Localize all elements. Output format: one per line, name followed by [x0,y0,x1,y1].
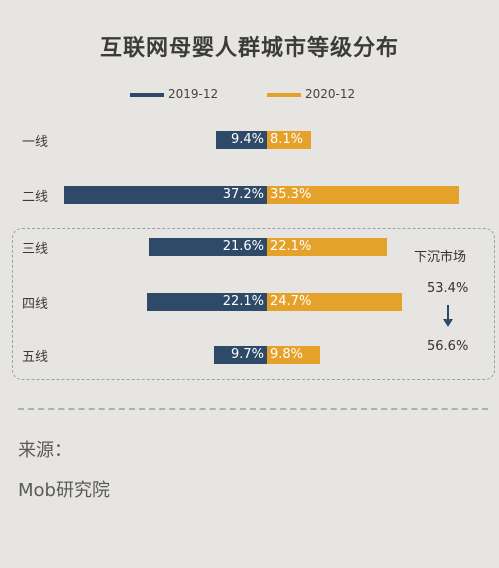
bar-2019-tier4 [146,293,267,311]
category-label-tier4: 四线 [22,297,49,312]
bar-2020-tier4 [267,293,402,311]
category-label-tier2: 二线 [22,190,49,205]
bar-2019-tier1 [215,131,267,149]
section-divider [18,408,488,410]
legend-swatch-2020 [267,92,301,97]
legend-label-2020: 2020-12 [305,87,356,101]
value-label-2020-tier4: 24.7% [270,294,312,309]
source-label: 来源： [18,440,72,461]
annotation-value-2020: 56.6% [427,339,469,354]
annotation-value-2019: 53.4% [427,281,469,296]
legend-swatch-2019 [130,92,164,97]
legend-label-2019: 2019-12 [168,87,219,101]
legend-item-2020: 2020-12 [267,87,355,101]
category-label-tier5: 五线 [22,350,49,365]
category-label-tier1: 一线 [22,135,49,150]
lower-tier-region-box [12,228,495,380]
value-label-2020-tier5: 9.8% [270,347,304,362]
value-label-2019-tier4: 22.1% [222,294,264,309]
category-label-tier3: 三线 [22,242,49,257]
value-label-2019-tier1: 9.4% [230,132,264,147]
annotation-title: 下沉市场 [414,250,467,265]
source-value: Mob研究院 [18,480,110,501]
bar-2020-tier1 [267,131,312,149]
bar-2020-tier3 [267,238,388,256]
chart-title: 互联网母婴人群城市等级分布 [99,35,399,61]
bar-2019-tier2 [64,186,267,204]
value-label-2020-tier3: 22.1% [270,239,312,254]
bar-2019-tier5 [214,346,267,364]
value-label-2019-tier5: 9.7% [230,347,264,362]
bar-2019-tier3 [149,238,267,256]
chart-legend: 2019-12 2020-12 [0,87,499,107]
down-arrow-icon [443,305,453,327]
bar-2020-tier2 [267,186,460,204]
value-label-2019-tier3: 21.6% [222,239,264,254]
value-label-2020-tier2: 35.3% [270,187,312,202]
legend-item-2019: 2019-12 [130,87,218,101]
bar-2020-tier5 [267,346,321,364]
value-label-2019-tier2: 37.2% [222,187,264,202]
value-label-2020-tier1: 8.1% [270,132,304,147]
